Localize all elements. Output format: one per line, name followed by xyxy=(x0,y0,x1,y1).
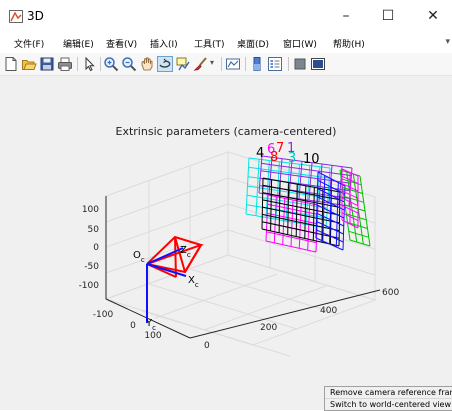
toolbar-separator xyxy=(288,57,289,71)
y-camera-label: Y xyxy=(145,318,153,329)
menu-bar: 文件(F) 编辑(E) 查看(V) 插入(I) 工具(T) 桌面(D) 窗口(W… xyxy=(0,33,452,53)
checkerboard-grid xyxy=(265,194,319,253)
rotate-3d-icon[interactable] xyxy=(157,56,173,72)
zoom-out-icon[interactable] xyxy=(121,56,137,72)
context-menu: Remove camera reference frame Switch to … xyxy=(324,386,452,411)
data-cursor-icon[interactable] xyxy=(175,56,191,72)
checkerboard-grid xyxy=(245,157,331,229)
board-label: 3 xyxy=(288,151,296,166)
title-bar: 3D – ☐ ✕ xyxy=(0,0,452,32)
board-labels: 4 6 7 1 8 3 10 xyxy=(256,141,320,167)
pointer-icon[interactable] xyxy=(81,56,97,72)
toolbar-separator xyxy=(221,57,222,71)
close-button[interactable]: ✕ xyxy=(427,8,439,24)
board-label: 4 xyxy=(256,146,264,161)
x-tick-label: 100 xyxy=(144,331,161,341)
camera-frustum xyxy=(146,235,205,278)
menu-tools[interactable]: 工具(T) xyxy=(194,40,225,50)
zoom-in-icon[interactable] xyxy=(103,56,119,72)
origin-label-sub: c xyxy=(141,256,145,264)
z-tick-label: 100 xyxy=(82,205,99,215)
checkerboard-grid xyxy=(341,168,359,229)
link-plot-icon[interactable] xyxy=(225,56,241,72)
x-tick-label: -100 xyxy=(93,310,114,320)
figure-canvas[interactable] xyxy=(0,76,452,410)
svg-text:Oc: Oc xyxy=(133,250,145,264)
menu-window[interactable]: 窗口(W) xyxy=(283,40,317,50)
legend-icon[interactable] xyxy=(267,56,283,72)
y-tick-label: 600 xyxy=(382,288,399,298)
colorbar-icon[interactable] xyxy=(249,56,265,72)
world-centered-view-item[interactable]: Switch to world-centered view xyxy=(325,398,452,410)
menu-overflow-icon[interactable]: ▾ xyxy=(445,37,450,47)
menu-help[interactable]: 帮助(H) xyxy=(333,40,365,50)
board-label: 8 xyxy=(270,150,278,165)
menu-desktop[interactable]: 桌面(D) xyxy=(237,40,269,50)
y-axis-ticks: 0 200 400 600 xyxy=(204,288,399,351)
y-tick-label: 400 xyxy=(320,306,337,316)
menu-file[interactable]: 文件(F) xyxy=(14,40,45,50)
figure-toolbar: ▾ xyxy=(0,53,452,76)
checkerboard-grid xyxy=(258,155,353,207)
x-camera-label-sub: c xyxy=(195,281,199,289)
maximize-button[interactable]: ☐ xyxy=(381,8,395,24)
z-camera-label-sub: c xyxy=(187,251,191,259)
z-tick-label: 0 xyxy=(93,243,99,253)
y-tick-label: 200 xyxy=(260,323,277,333)
toolbar-separator xyxy=(245,57,246,71)
x-axis-ticks: -100 0 100 xyxy=(93,310,162,341)
menu-insert[interactable]: 插入(I) xyxy=(150,40,178,50)
brush-dropdown-icon[interactable]: ▾ xyxy=(210,58,215,67)
board-label: 6 xyxy=(267,142,275,157)
show-plot-tools-icon[interactable] xyxy=(310,56,326,72)
camera-axes xyxy=(146,247,187,323)
matlab-figure-icon xyxy=(9,10,23,23)
z-camera-label: Z xyxy=(180,245,187,256)
remove-camera-frame-item[interactable]: Remove camera reference frame xyxy=(330,388,452,397)
board-label: 1 xyxy=(287,141,295,156)
open-file-icon[interactable] xyxy=(21,56,37,72)
new-figure-icon[interactable] xyxy=(3,56,19,72)
toolbar-separator xyxy=(100,57,101,71)
z-tick-label: 50 xyxy=(88,225,100,235)
z-axis-ticks: 100 50 0 -50 -100 xyxy=(79,205,100,291)
menu-edit[interactable]: 编辑(E) xyxy=(63,40,94,50)
z-tick-label: -50 xyxy=(84,262,99,272)
brush-icon[interactable] xyxy=(193,56,209,72)
menu-view[interactable]: 查看(V) xyxy=(106,40,138,50)
toolbar-separator xyxy=(77,57,78,71)
checkerboard-grid xyxy=(315,171,346,251)
z-tick-label: -100 xyxy=(79,281,100,291)
checkerboard-grids xyxy=(245,155,371,253)
y-tick-label: 0 xyxy=(204,341,210,351)
origin-label: O xyxy=(133,250,141,261)
checkerboard-grid xyxy=(261,177,341,247)
window-title: 3D xyxy=(27,9,44,23)
x-tick-label: 0 xyxy=(130,321,136,331)
svg-text:Yc: Yc xyxy=(145,318,156,332)
minimize-button[interactable]: – xyxy=(342,8,350,24)
svg-text:Zc: Zc xyxy=(180,245,191,259)
y-camera-label-sub: c xyxy=(152,324,156,332)
save-icon[interactable] xyxy=(39,56,55,72)
print-icon[interactable] xyxy=(57,56,73,72)
x-camera-label: X xyxy=(188,275,195,286)
board-label: 7 xyxy=(276,141,284,156)
svg-text:Xc: Xc xyxy=(188,275,199,289)
hide-plot-tools-icon[interactable] xyxy=(292,56,308,72)
plot-title: Extrinsic parameters (camera-centered) xyxy=(115,125,337,138)
camera-labels: Oc Zc Xc Yc xyxy=(133,245,199,332)
pan-icon[interactable] xyxy=(139,56,155,72)
board-label: 10 xyxy=(303,152,320,167)
